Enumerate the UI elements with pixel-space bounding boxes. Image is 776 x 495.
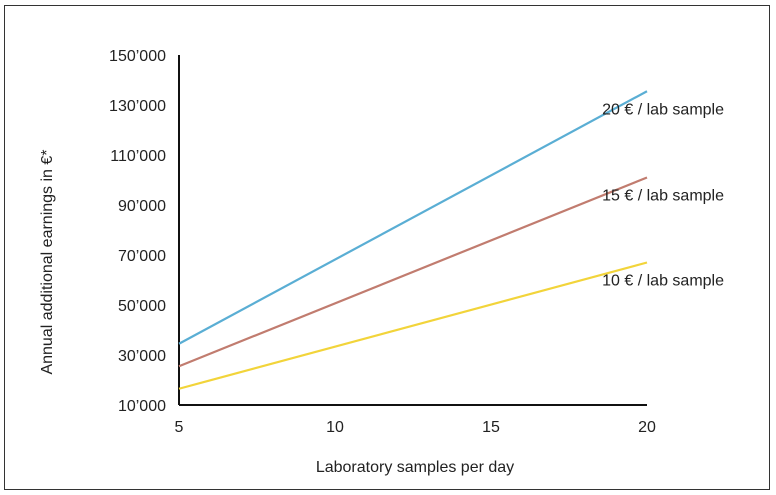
x-tick-label: 20 — [638, 419, 656, 436]
series-label-1: 20 € / lab sample — [602, 101, 724, 118]
series-line-3 — [178, 261, 648, 390]
axes: 10’000 30’000 50’000 70’000 90’000 110’000 130… — [109, 48, 656, 436]
chart-frame — [4, 5, 770, 490]
y-tick-label: 10’000 — [118, 398, 166, 415]
y-tick-label: 110’000 — [110, 148, 166, 165]
series-labels: 20 € / lab sample 15 € / lab sample 10 € /… — [602, 101, 724, 289]
x-tick-label: 10 — [326, 419, 344, 436]
y-tick-label: 150’000 — [109, 48, 166, 65]
y-tick-label: 90’000 — [118, 198, 166, 215]
series-label-2: 15 € / lab sample — [602, 188, 724, 205]
y-tick-label: 30’000 — [118, 348, 166, 365]
y-axis-title: Annual additional earnings in €* — [39, 149, 56, 374]
y-tick-label: 50’000 — [118, 298, 166, 315]
series-label-3: 10 € / lab sample — [602, 273, 724, 290]
series-lines — [178, 90, 648, 390]
y-tick-label: 130’000 — [109, 98, 166, 115]
series-line-1 — [178, 90, 648, 345]
x-tick-label: 15 — [482, 419, 500, 436]
series-line-2 — [178, 176, 648, 368]
x-axis-title: Laboratory samples per day — [316, 459, 514, 476]
y-tick-label: 70’000 — [118, 248, 166, 265]
x-tick-label: 5 — [175, 419, 184, 436]
